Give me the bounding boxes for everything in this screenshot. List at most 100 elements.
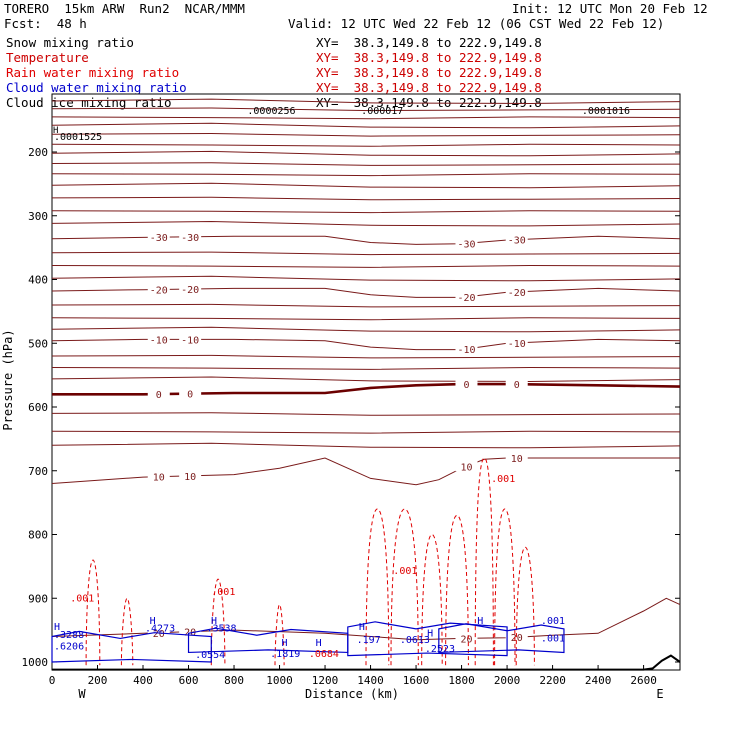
isotherm-label: -20	[457, 293, 475, 304]
isotherm-label: 20	[153, 629, 165, 640]
isotherm-label: -30	[457, 239, 475, 250]
field-xsect-1: XY= 38.3,149.8 to 222.9,149.8	[316, 50, 542, 65]
org-label: NCAR/MMM	[184, 1, 245, 16]
extreme-marker: H	[316, 638, 322, 649]
rain-contour	[445, 514, 469, 666]
isotherm	[51, 173, 681, 177]
cloud-water-label: .001	[541, 616, 565, 627]
isotherm	[51, 107, 681, 112]
isotherm	[51, 162, 681, 166]
cloud-water-label: .0554	[195, 650, 225, 661]
fcst-value: 48 h	[56, 16, 87, 31]
isotherm-label-bg	[179, 469, 202, 481]
cloud-water-contour	[347, 621, 508, 657]
rain-contour	[210, 578, 226, 666]
isotherm-label: -30	[181, 233, 199, 244]
isotherm-label-bg	[179, 230, 202, 242]
valid-time: Valid: 12 UTC Wed 22 Feb 12 (06 CST Wed …	[288, 16, 665, 31]
isotherm-label-bg	[505, 378, 528, 390]
rain-contour	[515, 546, 535, 666]
cloud-water-contour	[51, 630, 212, 663]
isotherm-label: -30	[150, 233, 168, 244]
cloud-water-label: .197	[357, 635, 381, 646]
isotherm-label-bg	[147, 231, 170, 243]
cloud-water-contour	[438, 623, 565, 654]
isotherm	[51, 366, 681, 370]
isotherm	[51, 220, 681, 227]
isotherm-label: -10	[457, 345, 475, 356]
isotherm-label-bg	[455, 237, 478, 249]
rain-contour	[85, 559, 101, 666]
field-name-1: Temperature	[6, 50, 89, 65]
rain-contour	[390, 508, 419, 666]
isotherm-label: -20	[150, 285, 168, 296]
y-axis-label: Pressure (hPa)	[1, 329, 15, 430]
isotherm--10	[51, 338, 681, 351]
isotherm-label-bg	[147, 388, 170, 400]
extreme-marker: H	[54, 622, 60, 633]
isotherm-label-bg	[455, 290, 478, 302]
isotherm-label-bg	[147, 470, 170, 482]
x-tick-label: 400	[133, 674, 153, 687]
isotherm-label: 0	[514, 380, 520, 391]
isotherm-label: 0	[156, 390, 162, 401]
isotherm-label: -30	[508, 236, 526, 247]
isotherm	[51, 317, 681, 321]
cloud-water-label: .3538	[206, 623, 236, 634]
isotherm-label-bg	[505, 233, 528, 245]
isotherm--20	[51, 287, 681, 298]
init-time: Init: 12 UTC Mon 20 Feb 12	[512, 1, 708, 16]
isotherm-label-bg	[505, 452, 528, 463]
y-tick-label: 200	[28, 146, 48, 159]
cloud-water-label: .1819	[270, 649, 300, 660]
field-name-3: Cloud water mixing ratio	[6, 80, 187, 95]
x-tick-label: 1200	[312, 674, 339, 687]
isotherm-label-bg	[505, 336, 528, 348]
isotherm	[51, 275, 681, 282]
cloud-water-label: .6206	[54, 641, 84, 652]
x-tick-label: 1400	[357, 674, 384, 687]
isotherm	[51, 303, 681, 308]
isotherm-20	[51, 597, 681, 641]
isotherm-label-bg	[455, 632, 478, 644]
isotherm-label-bg	[455, 460, 478, 472]
isotherm--30	[51, 235, 681, 245]
isotherm-label: 10	[460, 462, 472, 473]
isotherm-label: 10	[153, 473, 165, 484]
isotherm-label: 20	[460, 634, 472, 645]
isotherm	[51, 376, 681, 383]
isotherm-label-bg	[455, 342, 478, 354]
isotherm-label: 0	[463, 380, 469, 391]
isotherm	[51, 251, 681, 256]
snow-label: .000017	[361, 106, 403, 117]
x-tick-label: 2600	[630, 674, 657, 687]
x-axis-label: Distance (km)	[305, 687, 399, 701]
isotherm-label: 10	[184, 472, 196, 483]
rain-contour	[474, 457, 494, 666]
field-name-4: Cloud ice mixing ratio	[6, 95, 172, 110]
isotherm	[51, 412, 681, 416]
y-tick-label: 800	[28, 529, 48, 542]
y-tick-label: 400	[28, 274, 48, 287]
end-label-west: W	[78, 687, 86, 701]
rain-label: .001	[70, 593, 94, 604]
rain-contour	[120, 597, 134, 666]
isotherm-label-bg	[455, 378, 478, 390]
rain-contour	[365, 508, 390, 666]
cloud-water-label: .2523	[425, 644, 455, 655]
field-name-2: Rain water mixing ratio	[6, 65, 180, 80]
isotherm	[51, 442, 681, 449]
isotherm-label-bg	[147, 333, 170, 345]
isotherm-label: -20	[181, 285, 199, 296]
field-xsect-0: XY= 38.3,149.8 to 222.9,149.8	[316, 35, 542, 50]
x-tick-label: 1000	[266, 674, 293, 687]
isotherm	[51, 430, 681, 434]
x-tick-label: 2200	[539, 674, 566, 687]
isotherm	[51, 122, 681, 129]
rain-label: .001	[393, 566, 417, 577]
run-label: Run2	[139, 1, 170, 16]
y-tick-label: 600	[28, 401, 48, 414]
field-xsect-2: XY= 38.3,149.8 to 222.9,149.8	[316, 65, 542, 80]
x-tick-label: 2400	[585, 674, 612, 687]
x-tick-label: 0	[49, 674, 56, 687]
